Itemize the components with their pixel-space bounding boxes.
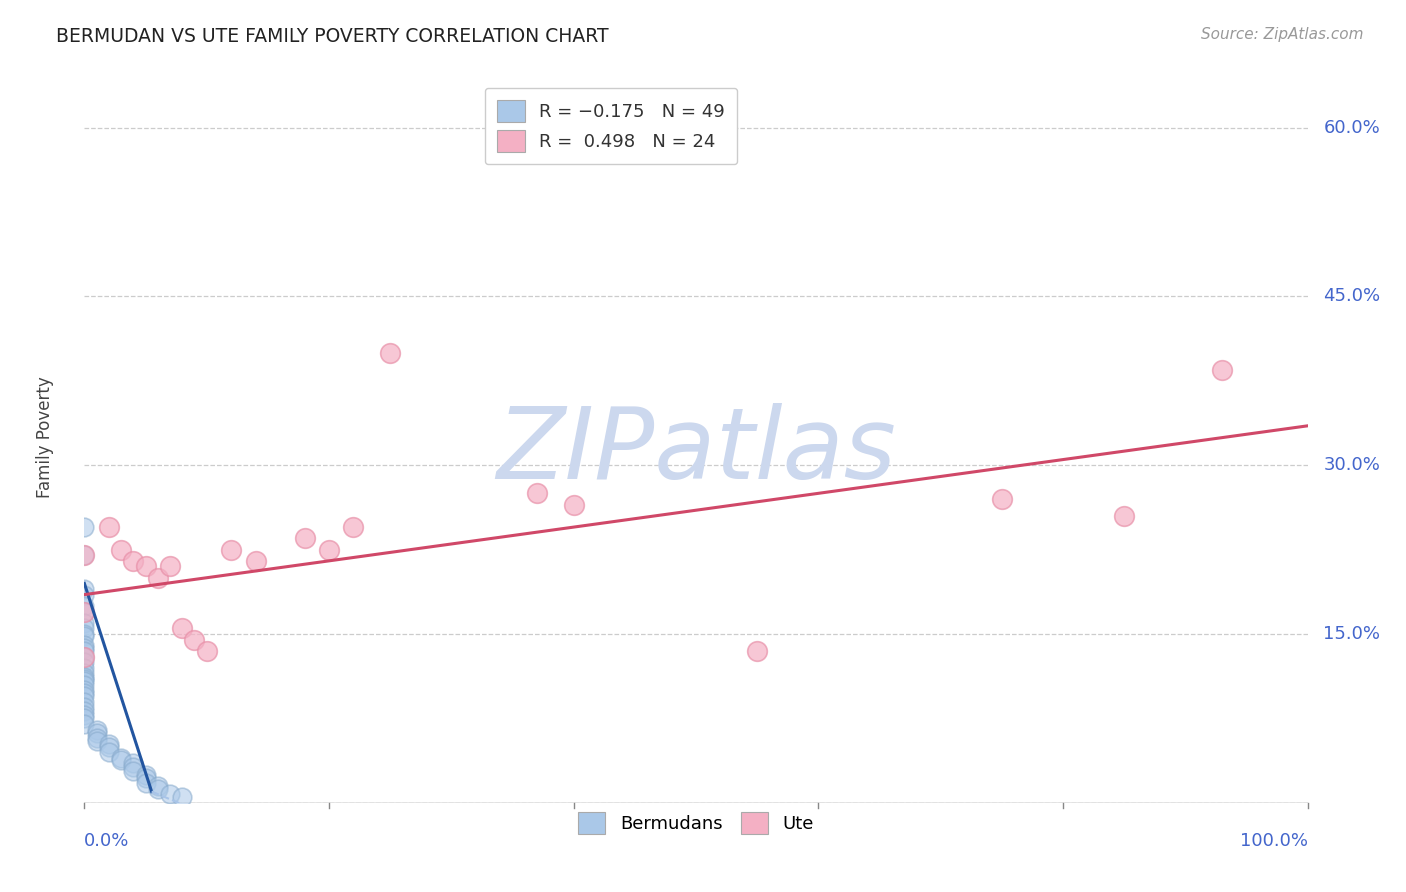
Point bbox=[73, 548, 96, 562]
Point bbox=[135, 767, 157, 781]
Point bbox=[97, 739, 120, 754]
Point bbox=[110, 542, 132, 557]
Point bbox=[73, 599, 96, 613]
Point bbox=[73, 588, 96, 602]
Point bbox=[73, 717, 96, 731]
Point bbox=[318, 542, 340, 557]
Point bbox=[97, 520, 120, 534]
Point bbox=[73, 711, 96, 725]
Text: Source: ZipAtlas.com: Source: ZipAtlas.com bbox=[1201, 27, 1364, 42]
Point bbox=[991, 491, 1014, 506]
Point bbox=[73, 689, 96, 703]
Point bbox=[146, 779, 169, 793]
Point bbox=[294, 532, 316, 546]
Point bbox=[342, 520, 364, 534]
Point bbox=[86, 731, 108, 745]
Point bbox=[73, 520, 96, 534]
Point bbox=[195, 644, 218, 658]
Point bbox=[219, 542, 242, 557]
Point bbox=[172, 621, 194, 635]
Point bbox=[526, 486, 548, 500]
Point bbox=[73, 627, 96, 641]
Point bbox=[73, 649, 96, 664]
Point bbox=[86, 723, 108, 737]
Point bbox=[73, 649, 96, 664]
Point bbox=[146, 782, 169, 797]
Point bbox=[380, 345, 402, 359]
Point bbox=[73, 672, 96, 686]
Text: ZIPatlas: ZIPatlas bbox=[496, 403, 896, 500]
Point bbox=[73, 621, 96, 635]
Point bbox=[73, 694, 96, 708]
Point bbox=[73, 670, 96, 684]
Point bbox=[73, 666, 96, 681]
Text: Family Poverty: Family Poverty bbox=[35, 376, 53, 498]
Text: 100.0%: 100.0% bbox=[1240, 832, 1308, 850]
Point bbox=[159, 559, 181, 574]
Point bbox=[73, 644, 96, 658]
Text: 15.0%: 15.0% bbox=[1323, 625, 1381, 643]
Point bbox=[1114, 508, 1136, 523]
Point bbox=[73, 678, 96, 692]
Point bbox=[1211, 362, 1233, 376]
Point bbox=[146, 571, 169, 585]
Point bbox=[73, 700, 96, 714]
Text: 30.0%: 30.0% bbox=[1323, 456, 1381, 475]
Point bbox=[562, 498, 585, 512]
Point bbox=[172, 790, 194, 805]
Text: 60.0%: 60.0% bbox=[1323, 119, 1381, 136]
Point bbox=[110, 751, 132, 765]
Point bbox=[86, 726, 108, 740]
Point bbox=[73, 582, 96, 596]
Point bbox=[73, 640, 96, 655]
Point bbox=[73, 615, 96, 630]
Point bbox=[135, 771, 157, 785]
Point bbox=[110, 753, 132, 767]
Point bbox=[73, 661, 96, 675]
Point bbox=[73, 629, 96, 643]
Point bbox=[73, 605, 96, 619]
Point bbox=[86, 734, 108, 748]
Point bbox=[135, 775, 157, 789]
Point bbox=[122, 756, 145, 771]
Point bbox=[73, 548, 96, 562]
Point bbox=[73, 704, 96, 718]
Point bbox=[122, 554, 145, 568]
Point bbox=[73, 683, 96, 698]
Point bbox=[122, 764, 145, 779]
Point bbox=[159, 787, 181, 801]
Text: 45.0%: 45.0% bbox=[1323, 287, 1381, 305]
Point bbox=[73, 708, 96, 723]
Point bbox=[122, 760, 145, 774]
Point bbox=[97, 745, 120, 759]
Point bbox=[73, 685, 96, 699]
Point bbox=[245, 554, 267, 568]
Legend: Bermudans, Ute: Bermudans, Ute bbox=[571, 805, 821, 841]
Point bbox=[73, 638, 96, 652]
Point bbox=[135, 559, 157, 574]
Point bbox=[73, 655, 96, 669]
Point bbox=[73, 674, 96, 689]
Point bbox=[747, 644, 769, 658]
Point bbox=[73, 605, 96, 619]
Point bbox=[97, 737, 120, 751]
Text: 0.0%: 0.0% bbox=[84, 832, 129, 850]
Point bbox=[183, 632, 205, 647]
Text: BERMUDAN VS UTE FAMILY POVERTY CORRELATION CHART: BERMUDAN VS UTE FAMILY POVERTY CORRELATI… bbox=[56, 27, 609, 45]
